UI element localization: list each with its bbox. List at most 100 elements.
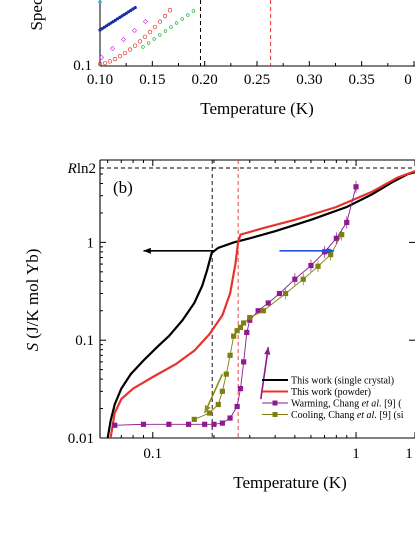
legend-marker (272, 400, 278, 406)
panel-a-data-point (98, 0, 102, 4)
data-marker (234, 328, 240, 334)
panel-a-x-tick-label: 0.25 (244, 72, 270, 88)
data-marker (321, 249, 328, 255)
annotation-arrow-head (264, 347, 271, 355)
panel-a-data-point (141, 45, 145, 49)
panel-a-x-tick-label: 0.30 (296, 72, 322, 88)
data-marker (300, 276, 306, 282)
panel-a-data-point (98, 54, 105, 61)
data-marker (191, 416, 197, 422)
panel-a-data-point (120, 36, 127, 43)
legend-marker (272, 412, 278, 417)
panel-a-data-point (127, 47, 133, 52)
data-marker (227, 415, 233, 421)
data-marker (276, 290, 283, 297)
data-marker (202, 421, 208, 427)
data-marker (237, 385, 244, 392)
data-marker (231, 333, 237, 339)
panel-a-data-point (163, 29, 168, 33)
panel-a-data-point (167, 8, 173, 13)
series-line-1 (109, 170, 415, 439)
data-marker (112, 422, 118, 428)
panel-a-data-point (186, 13, 190, 17)
panel-a-x-tick-label: 0.10 (87, 72, 113, 88)
panel-a-x-axis-label: Temperature (K) (200, 99, 314, 118)
panel-a-data-point (158, 33, 162, 37)
annotation-arrow-shaft (260, 346, 270, 400)
data-marker (315, 263, 321, 269)
panel-a-data-point (122, 50, 128, 56)
data-marker (339, 232, 345, 238)
data-marker (211, 421, 217, 427)
panel-a-data-point (169, 25, 173, 29)
panel-a-data-point (109, 45, 116, 52)
data-marker (247, 315, 253, 321)
data-marker (223, 371, 229, 377)
panel-a-data-point (131, 27, 138, 34)
panel-a-data-point (133, 6, 137, 10)
data-marker (227, 352, 233, 358)
y-tick-label: 0.1 (75, 333, 94, 349)
data-marker (308, 262, 314, 269)
legend-label: This work (powder) (291, 387, 371, 398)
panel-a-data-point (174, 21, 179, 25)
data-marker (260, 308, 266, 314)
series-connector-2 (114, 186, 357, 426)
panel-a-data-point (107, 59, 113, 64)
data-marker (234, 403, 240, 410)
annotation-arrow-head (326, 247, 335, 254)
panel-a-x-tick-label: 0.15 (139, 72, 165, 88)
data-marker (328, 251, 334, 258)
data-marker (206, 410, 213, 416)
panel-a-data-point (102, 60, 108, 66)
y-tick-label: 0.01 (68, 431, 94, 447)
data-marker (353, 184, 359, 190)
panel-a-data-point (112, 56, 118, 62)
data-marker (333, 235, 339, 241)
panel-a-data-point (152, 37, 156, 41)
x-tick-label: 1 (352, 446, 360, 462)
y-tick-label: 1 (87, 235, 95, 251)
panel-a-data-point (97, 61, 103, 67)
data-marker (265, 300, 271, 306)
data-marker (237, 324, 244, 331)
data-marker (241, 359, 247, 365)
annotation-arrow-head (143, 247, 151, 254)
panel-a-data-point (137, 39, 143, 44)
data-marker (215, 401, 221, 408)
panel-a-x-tick-label: 0 (404, 72, 412, 88)
panel-a-y-tick-label: 0.1 (73, 58, 92, 74)
panel-a-data-point (146, 41, 151, 45)
panel-label: (b) (113, 178, 133, 197)
panel-a-data-point (157, 19, 163, 24)
panel-a-data-point (132, 43, 138, 48)
data-marker (185, 421, 192, 427)
data-marker (255, 308, 261, 314)
y-tick-label-rln2: Rln2 (67, 161, 96, 177)
panel-a-x-tick-label: 0.20 (192, 72, 218, 88)
data-marker (166, 421, 172, 427)
data-marker (140, 421, 147, 427)
series-line-0 (106, 171, 415, 439)
panel-a-data-point (162, 13, 168, 19)
data-marker (244, 329, 250, 336)
legend-label: This work (single crystal) (291, 376, 394, 387)
panel-a-data-point (180, 17, 184, 21)
x-tick-label: 1 (405, 446, 413, 462)
panel-a-x-tick-label: 0.35 (349, 72, 375, 88)
x-tick-label: 0.1 (143, 446, 162, 462)
y-axis-label: S (J/K mol Yb) (23, 249, 42, 352)
data-marker (292, 276, 298, 282)
data-marker (344, 219, 350, 226)
x-axis-label: Temperature (K) (233, 473, 347, 492)
legend-label: Warming, Chang et al. [9] ( (291, 399, 402, 410)
panel-a-data-point (147, 29, 153, 35)
data-marker (282, 290, 289, 297)
panel-a-data-point (191, 9, 196, 13)
data-marker (219, 420, 225, 426)
panel-a-data-point (152, 24, 158, 30)
panel-a-data-point (142, 34, 148, 40)
data-marker (219, 388, 225, 394)
panel-a-data-point (142, 18, 149, 25)
